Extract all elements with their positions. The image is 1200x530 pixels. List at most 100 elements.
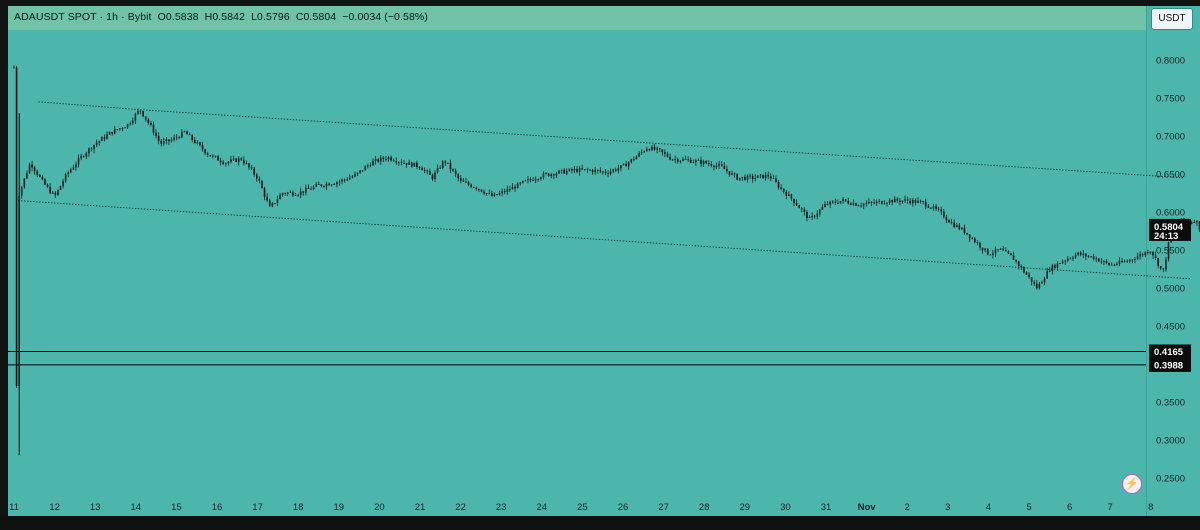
candle-body — [607, 173, 609, 175]
candle-body — [183, 131, 186, 133]
candle-body — [930, 207, 932, 209]
candle-body — [943, 211, 945, 218]
candle-body — [726, 169, 728, 172]
candle-body — [764, 174, 767, 179]
candle-body — [46, 184, 49, 187]
candle-body — [281, 193, 284, 195]
candle-body — [868, 201, 870, 204]
candle-body — [674, 159, 677, 160]
candle-body — [20, 186, 23, 196]
candle-body — [346, 179, 348, 181]
candle-body — [1059, 263, 1061, 264]
level-price-tag — [1149, 357, 1191, 372]
price-axis[interactable] — [1146, 6, 1200, 516]
candle-body — [919, 200, 922, 202]
candle-body — [454, 170, 457, 175]
candle-body — [341, 179, 343, 182]
candle-body — [193, 139, 196, 144]
candle-body — [702, 161, 705, 164]
candle-body — [886, 202, 888, 204]
candle-body — [150, 122, 152, 125]
candle-body — [687, 159, 689, 161]
candle-body — [979, 242, 981, 248]
candle-body — [855, 203, 857, 206]
candle-body — [1038, 283, 1041, 289]
y-tick-label: 0.6000 — [1156, 208, 1185, 219]
candle-body — [134, 113, 137, 121]
candle-body — [968, 234, 971, 239]
candle-body — [1079, 252, 1082, 255]
currency-button[interactable]: USDT — [1151, 8, 1193, 30]
candle-body — [348, 177, 351, 180]
candle-body — [447, 162, 449, 164]
candle-body — [175, 137, 178, 139]
candle-body — [248, 163, 250, 168]
candle-body — [188, 134, 191, 136]
candle-body — [70, 169, 72, 173]
candle-body — [483, 191, 485, 194]
high-value: H0.5842 — [204, 11, 246, 23]
x-tick-label: 27 — [658, 502, 669, 513]
x-tick-label: 30 — [780, 502, 791, 513]
candle-body — [1012, 255, 1015, 260]
lightning-icon[interactable]: ⚡ — [1122, 474, 1142, 494]
candle-body — [676, 159, 679, 162]
candle-body — [1198, 221, 1200, 230]
symbol-name[interactable]: ADAUSDT SPOT — [14, 11, 97, 23]
y-tick-label: 0.3000 — [1156, 436, 1185, 447]
candle-body — [152, 124, 155, 133]
candle-body — [181, 131, 183, 138]
candle-body — [971, 238, 974, 240]
candle-body — [754, 177, 757, 179]
candle-body — [470, 184, 472, 188]
candle-body — [553, 174, 555, 176]
candle-body — [581, 168, 584, 170]
candle-body — [602, 171, 604, 173]
interval-label[interactable]: 1h — [106, 11, 119, 23]
candle-body — [1116, 264, 1118, 265]
x-tick-label: 26 — [618, 502, 629, 513]
candle-body — [844, 199, 847, 201]
candle-body — [144, 116, 147, 120]
candle-body — [1066, 258, 1069, 261]
candle-body — [299, 191, 302, 195]
candle-body — [1077, 252, 1079, 255]
candle-body — [558, 170, 560, 174]
x-tick-label: 25 — [577, 502, 588, 513]
candle-body — [731, 173, 733, 175]
candle-body — [307, 187, 310, 189]
candle-body — [421, 168, 423, 171]
candle-body — [1082, 253, 1085, 255]
candle-body — [852, 203, 855, 205]
candle-body — [888, 200, 891, 203]
candle-body — [1041, 282, 1043, 284]
candle-body — [883, 203, 886, 205]
candle-body — [330, 184, 333, 186]
x-tick-label: 8 — [1148, 502, 1153, 513]
candle-body — [196, 142, 199, 144]
channel-upper-line[interactable] — [38, 101, 1184, 179]
candle-body — [953, 222, 955, 228]
candle-body — [522, 180, 524, 183]
candle-body — [958, 225, 961, 230]
candle-body — [374, 159, 377, 162]
candle-body — [1074, 254, 1077, 258]
candle-body — [860, 205, 862, 207]
candle-body — [178, 137, 181, 139]
candle-body — [839, 201, 842, 204]
candle-body — [33, 167, 36, 172]
candle-body — [1149, 251, 1152, 254]
candle-body — [653, 146, 656, 150]
y-tick-label: 0.2500 — [1156, 474, 1185, 485]
candle-body — [460, 178, 462, 181]
candle-body — [426, 170, 429, 172]
candle-body — [224, 163, 227, 164]
chart-plot-area[interactable] — [8, 6, 1146, 516]
candle-body — [168, 139, 170, 142]
candle-body — [274, 203, 276, 204]
candle-body — [924, 201, 927, 207]
low-value: L0.5796 — [251, 11, 290, 23]
candle-body — [1061, 261, 1064, 264]
candle-body — [800, 208, 803, 210]
channel-lower-line[interactable] — [18, 200, 1192, 280]
